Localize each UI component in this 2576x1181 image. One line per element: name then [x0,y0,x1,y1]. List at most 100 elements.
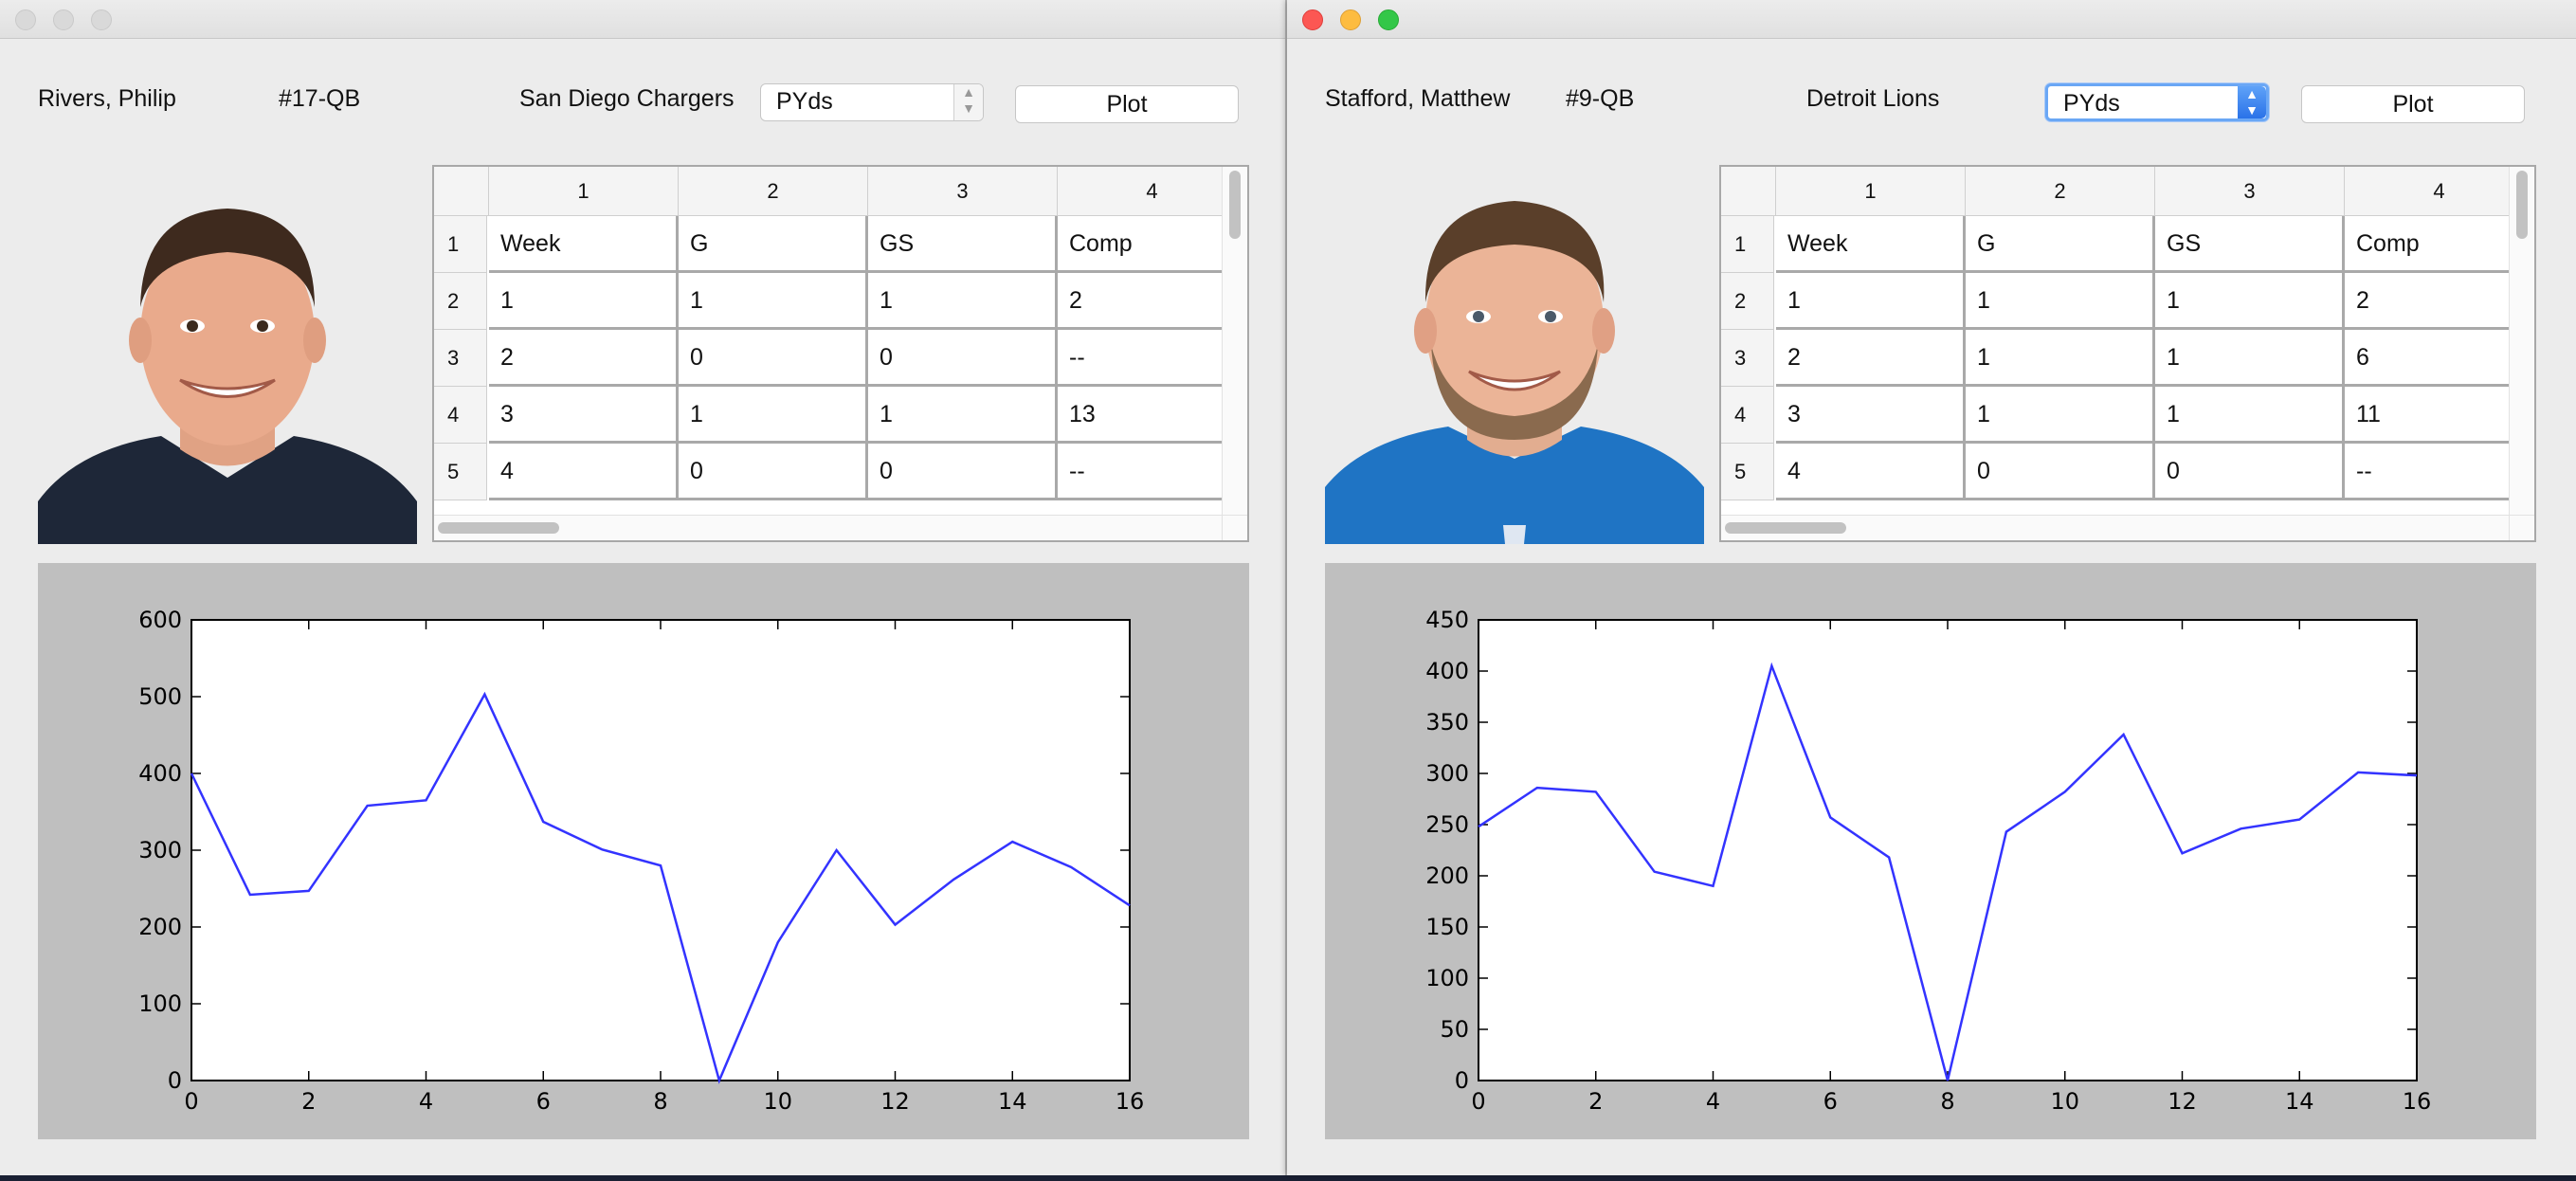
x-tick-label: 16 [2403,1088,2432,1115]
team-name: Detroit Lions [1806,85,1940,112]
table-cell[interactable]: 0 [679,330,868,387]
team-name: San Diego Chargers [519,85,735,112]
player-headshot-stafford-icon [1325,165,1704,544]
column-header[interactable]: 1 [1776,167,1966,216]
table-cell[interactable]: 1 [679,387,868,444]
horizontal-scrollbar[interactable] [434,515,1223,540]
table-cell[interactable]: Week [1776,216,1966,273]
plot-button[interactable]: Plot [1015,85,1239,123]
table-cell[interactable]: Comp [1058,216,1247,273]
horizontal-scrollbar[interactable] [1721,515,2510,540]
y-tick-label: 600 [138,607,182,633]
x-tick-label: 6 [1823,1088,1838,1115]
table-cell[interactable]: 13 [1058,387,1247,444]
zoom-button[interactable] [91,9,112,30]
plot-area [190,619,1131,1081]
table-cell[interactable]: 1 [2155,330,2345,387]
row-header[interactable]: 2 [434,273,487,330]
close-button[interactable] [1302,9,1323,30]
stat-select[interactable]: PYds ▲ ▼ [2045,83,2269,121]
player-name: Rivers, Philip [38,85,176,112]
title-bar[interactable] [1287,0,2576,39]
table-cell[interactable]: -- [1058,444,1247,500]
scroll-thumb[interactable] [438,522,559,534]
x-tick-label: 2 [301,1088,316,1115]
plot-panel: 0 2 4 6 8 10 12 14 16 0 50 100 150 200 250 300 350 400 450 [1325,563,2536,1139]
table-cell[interactable]: G [1966,216,2155,273]
row-header[interactable]: 4 [1721,387,1774,444]
table-cell[interactable]: 2 [489,330,679,387]
table-cell[interactable]: 1 [679,273,868,330]
player-headshot-rivers-icon [38,165,417,544]
zoom-button[interactable] [1378,9,1399,30]
table-cell[interactable]: 2 [1776,330,1966,387]
column-header[interactable]: 1 [489,167,679,216]
row-header[interactable]: 3 [1721,330,1774,387]
column-header[interactable]: 2 [679,167,868,216]
stat-select[interactable]: PYds ▲ ▼ [760,83,984,121]
column-header[interactable]: 3 [868,167,1058,216]
row-header[interactable]: 3 [434,330,487,387]
row-header[interactable]: 2 [1721,273,1774,330]
table-cell[interactable]: 1 [489,273,679,330]
table-cell[interactable]: 1 [868,387,1058,444]
table-cell[interactable]: 2 [2345,273,2534,330]
table-cell[interactable]: Week [489,216,679,273]
table-cell[interactable]: GS [868,216,1058,273]
table-cell[interactable]: 1 [1966,387,2155,444]
stats-table[interactable]: 1 2 3 4 1 Week G GS Comp 2 1 1 1 2 3 2 0… [432,165,1249,542]
table-cell[interactable]: 4 [489,444,679,500]
x-tick-label: 8 [653,1088,667,1115]
table-cell[interactable]: 0 [2155,444,2345,500]
row-header[interactable]: 1 [1721,216,1774,273]
table-cell[interactable]: -- [2345,444,2534,500]
x-tick-label: 16 [1116,1088,1145,1115]
table-cell[interactable]: 1 [1966,273,2155,330]
vertical-scrollbar[interactable] [1222,167,1247,516]
scroll-thumb[interactable] [1725,522,1846,534]
column-header[interactable]: 4 [1058,167,1247,216]
table-cell[interactable]: 1 [2155,387,2345,444]
table-cell[interactable]: 3 [1776,387,1966,444]
table-cell[interactable]: 4 [1776,444,1966,500]
table-cell[interactable]: 0 [1966,444,2155,500]
title-bar[interactable] [0,0,1285,39]
table-cell[interactable]: Comp [2345,216,2534,273]
scroll-thumb[interactable] [2516,171,2528,239]
scroll-corner [2509,515,2534,540]
player-photo [38,165,417,544]
table-cell[interactable]: 1 [1966,330,2155,387]
plot-button[interactable]: Plot [2301,85,2525,123]
minimize-button[interactable] [1340,9,1361,30]
table-cell[interactable]: 0 [679,444,868,500]
minimize-button[interactable] [53,9,74,30]
row-header[interactable]: 4 [434,387,487,444]
table-cell[interactable]: 0 [868,330,1058,387]
row-header[interactable]: 1 [434,216,487,273]
stats-table[interactable]: 1 2 3 4 1 Week G GS Comp 2 1 1 1 2 3 2 1… [1719,165,2536,542]
column-header[interactable]: 4 [2345,167,2534,216]
table-cell[interactable]: 11 [2345,387,2534,444]
column-header[interactable]: 2 [1966,167,2155,216]
table-cell[interactable]: 3 [489,387,679,444]
table-cell[interactable]: 1 [2155,273,2345,330]
table-cell[interactable]: 6 [2345,330,2534,387]
y-tick-label: 0 [1455,1067,1469,1094]
column-header[interactable]: 3 [2155,167,2345,216]
table-cell[interactable]: 2 [1058,273,1247,330]
table-corner [1721,167,1776,216]
row-header[interactable]: 5 [1721,444,1774,500]
row-header[interactable]: 5 [434,444,487,500]
table-cell[interactable]: -- [1058,330,1247,387]
table-cell[interactable]: 0 [868,444,1058,500]
table-corner [434,167,489,216]
scroll-thumb[interactable] [1229,171,1241,239]
table-cell[interactable]: 1 [1776,273,1966,330]
vertical-scrollbar[interactable] [2509,167,2534,516]
table-cell[interactable]: GS [2155,216,2345,273]
close-button[interactable] [15,9,36,30]
y-tick-label: 200 [138,914,182,940]
table-cell[interactable]: G [679,216,868,273]
table-cell[interactable]: 1 [868,273,1058,330]
player-number-position: #9-QB [1566,85,1635,112]
